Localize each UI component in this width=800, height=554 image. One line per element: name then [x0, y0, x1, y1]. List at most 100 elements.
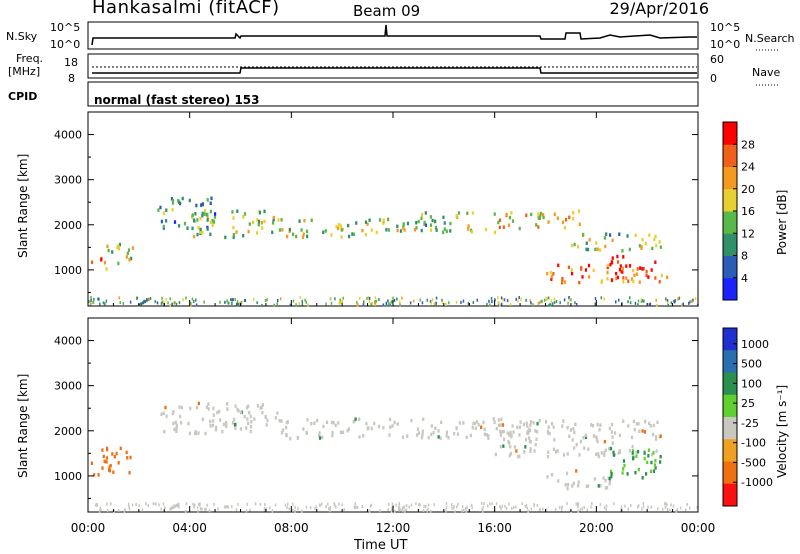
noise-cell — [521, 502, 523, 506]
noise-cell — [99, 302, 101, 306]
noise-cell — [309, 506, 312, 510]
noise-cell — [591, 502, 593, 506]
noise-cell — [190, 301, 192, 305]
noise-cell — [541, 507, 544, 511]
data-cell — [415, 226, 418, 230]
data-cell — [170, 197, 174, 201]
data-cell — [556, 449, 559, 453]
data-cell — [424, 211, 427, 215]
noise-cell — [551, 302, 554, 306]
noise-cell — [567, 301, 569, 305]
noise-cell — [358, 296, 361, 300]
data-cell — [347, 234, 351, 239]
data-cell — [181, 196, 184, 201]
data-cell — [248, 410, 251, 415]
data-cell — [213, 212, 217, 216]
data-cell — [547, 425, 550, 429]
data-cell — [645, 273, 648, 278]
noise-cell — [451, 503, 453, 507]
noise-cell — [195, 303, 198, 307]
noise-cell — [481, 509, 484, 513]
data-cell — [498, 225, 501, 230]
noise-cell — [375, 299, 378, 303]
data-cell — [659, 245, 662, 249]
data-cell — [455, 214, 458, 218]
data-cell — [165, 414, 168, 418]
noise-cell — [529, 299, 532, 303]
nave-tick-bottom: 0 — [710, 72, 717, 85]
data-cell — [393, 420, 396, 425]
data-cell — [499, 444, 502, 449]
data-cell — [536, 421, 539, 426]
data-cell — [597, 452, 600, 456]
noise-cell — [628, 296, 631, 300]
noise-cell — [399, 303, 401, 307]
noise-cell — [292, 299, 295, 303]
data-cell — [265, 423, 268, 427]
nsearch-label: N.Search — [745, 32, 795, 45]
data-cell — [517, 454, 520, 459]
data-cell — [105, 460, 108, 464]
data-cell — [256, 218, 259, 222]
noise-cell — [379, 509, 381, 513]
data-cell — [526, 424, 529, 428]
data-cell — [216, 410, 219, 415]
noise-cell — [555, 299, 558, 303]
data-cell — [445, 229, 448, 234]
noise-cell — [118, 296, 121, 300]
data-cell — [171, 199, 175, 203]
data-cell — [362, 434, 365, 438]
noise-cell — [435, 301, 437, 305]
data-cell — [508, 215, 512, 220]
data-cell — [449, 229, 452, 233]
data-cell — [507, 223, 511, 227]
noise-cell — [545, 297, 548, 301]
noise-cell — [338, 502, 340, 506]
data-cell — [570, 271, 574, 276]
cpid-label: CPID — [8, 90, 38, 103]
data-cell — [467, 227, 470, 231]
noise-cell — [163, 300, 166, 304]
colorbar-tick-label: -500 — [741, 456, 766, 469]
noise-cell — [445, 302, 447, 306]
data-cell — [659, 454, 662, 459]
noise-cell — [489, 502, 491, 506]
colorbar-swatch — [723, 188, 737, 212]
data-cell — [127, 248, 131, 252]
data-cell — [337, 226, 340, 231]
data-cell — [659, 460, 662, 464]
data-cell — [416, 427, 420, 431]
noise-cell — [525, 298, 527, 302]
data-cell — [207, 402, 210, 406]
data-cell — [652, 423, 655, 428]
data-cell — [627, 424, 630, 428]
data-cell — [306, 418, 309, 422]
noise-cell — [451, 506, 453, 510]
noise-cell — [199, 502, 201, 506]
data-cell — [442, 230, 445, 235]
data-cell — [211, 219, 214, 223]
data-cell — [544, 420, 548, 424]
data-cell — [280, 430, 284, 435]
data-cell — [572, 211, 575, 215]
data-cell — [621, 266, 625, 271]
data-cell — [570, 268, 573, 272]
data-cell — [499, 423, 502, 427]
data-cell — [609, 469, 613, 474]
data-cell — [655, 449, 658, 453]
noise-cell — [422, 509, 425, 513]
data-cell — [587, 263, 591, 268]
noise-cell — [641, 507, 643, 511]
data-cell — [603, 451, 606, 455]
data-cell — [487, 434, 490, 438]
noise-cell — [374, 301, 377, 305]
noise-cell — [563, 298, 566, 302]
data-cell — [645, 269, 648, 274]
noise-cell — [648, 303, 651, 307]
noise-cell — [456, 505, 458, 509]
data-cell — [250, 420, 253, 424]
data-cell — [552, 447, 556, 452]
noise-cell — [315, 505, 318, 509]
noise-cell — [418, 502, 420, 506]
noise-cell — [356, 303, 359, 307]
